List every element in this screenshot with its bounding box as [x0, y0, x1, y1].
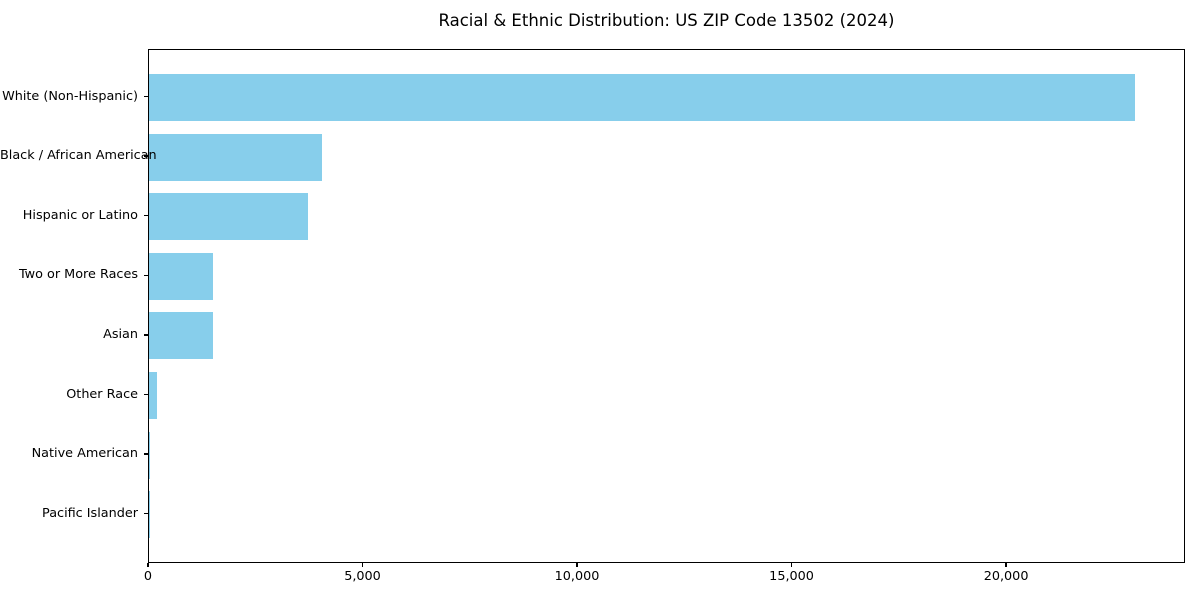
x-tick-label: 5,000 — [344, 569, 381, 584]
y-tick-mark — [144, 95, 148, 98]
y-tick-label: Native American — [31, 446, 138, 462]
y-tick-label: Pacific Islander — [42, 505, 138, 521]
y-tick-mark — [144, 334, 148, 336]
y-tick-mark — [144, 453, 148, 455]
chart-title: Racial & Ethnic Distribution: US ZIP Cod… — [438, 11, 895, 30]
bar — [149, 372, 158, 419]
bar — [149, 431, 151, 479]
x-tick-mark — [147, 563, 149, 567]
x-tick-label: 15,000 — [769, 569, 814, 584]
y-tick-mark — [144, 513, 148, 515]
x-tick-label: 10,000 — [554, 569, 600, 584]
bar — [149, 193, 308, 241]
bar — [149, 312, 213, 360]
x-tick-mark — [790, 563, 793, 567]
x-tick-mark — [576, 563, 578, 567]
y-tick-label: Two or More Races — [18, 267, 138, 283]
x-tick-label: 0 — [143, 569, 153, 584]
y-tick-mark — [144, 215, 148, 217]
y-tick-mark — [144, 274, 148, 276]
x-tick-mark — [1005, 563, 1007, 567]
bar — [149, 133, 322, 181]
bar — [149, 252, 214, 300]
y-tick-label: White (Non-Hispanic) — [2, 88, 138, 104]
y-tick-label: Hispanic or Latino — [22, 207, 138, 223]
y-tick-label: Other Race — [66, 386, 138, 402]
bar — [149, 74, 1136, 121]
x-tick-label: 20,000 — [983, 569, 1029, 584]
y-tick-mark — [144, 155, 148, 157]
y-tick-label: Black / African American — [0, 148, 157, 164]
y-tick-mark — [144, 393, 148, 396]
plot-area — [148, 49, 1185, 563]
x-tick-mark — [361, 563, 364, 567]
y-tick-label: Asian — [103, 326, 138, 342]
